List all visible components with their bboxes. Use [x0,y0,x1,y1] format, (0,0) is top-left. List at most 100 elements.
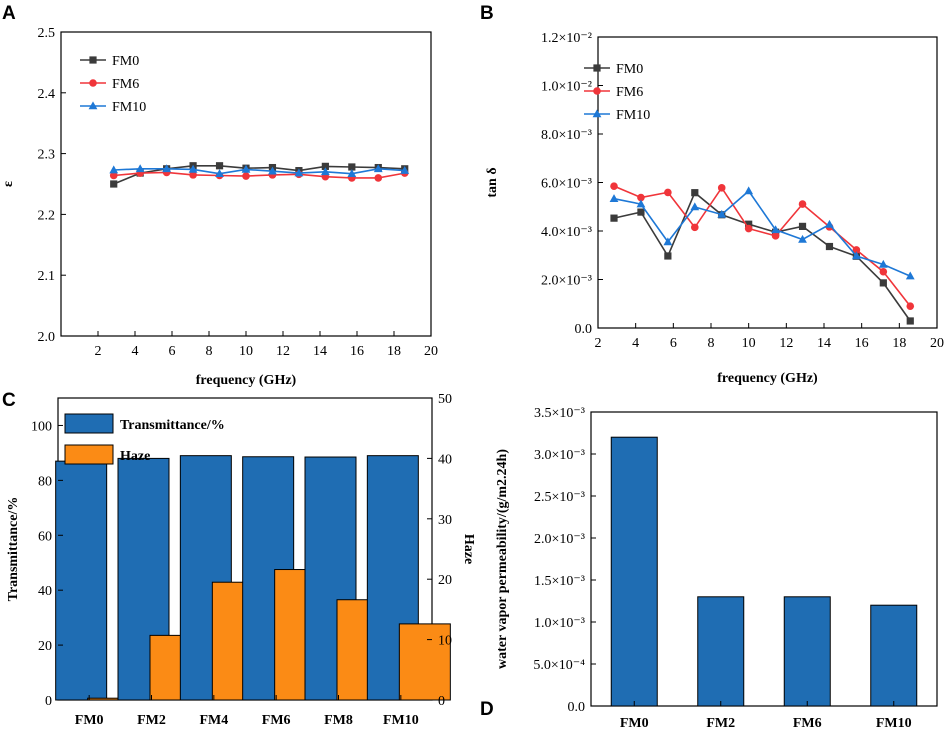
panel-label-b: B [480,3,494,24]
data-point-fm6 [242,172,250,180]
bar-permeability [698,597,744,706]
legend-label: FM6 [112,77,139,92]
data-point-fm0 [799,223,806,230]
y-tick-label: 1.5×10⁻³ [534,574,585,589]
y-tick-label: 100 [31,419,52,434]
y-tick-label: 2.0 [38,330,56,345]
data-point-fm6 [691,224,699,232]
data-point-fm6 [880,268,888,276]
y-tick-label: 60 [38,529,52,544]
x-tick-label: 10 [239,344,253,359]
data-point-fm10 [690,202,699,210]
legend-swatch [65,445,113,464]
x-tick-label: 8 [708,336,715,351]
chart-b: 2 4 6 8 10 12 14 16 18 200.02.0×10⁻³4.0×10⁻³6.0×1… [485,31,944,386]
x-tick-label: 14 [817,336,831,351]
x-tick-label: 2 [595,336,602,351]
data-point-fm0 [637,208,644,215]
y-tick-label: 2.4 [38,87,56,102]
data-point-fm6 [772,232,780,240]
y-tick-label: 2.2 [38,208,56,223]
figure: A B C D 2 4 6 8 10 12 14 16 18 202.02.12.22.32.42… [0,0,948,731]
x-tick-label: 6 [169,344,176,359]
legend-label: FM10 [616,108,650,123]
y-tick-label: 2.0×10⁻³ [534,532,585,547]
chart-d: FM0 FM2 FM6 FM10 0.0 5.0×10⁻⁴ 1.0×10⁻³ 1.5×10⁻³… [495,406,937,731]
category-label: FM10 [876,716,912,731]
legend-marker [89,56,96,63]
y-tick-label: 8.0×10⁻³ [541,128,592,143]
y-tick-label: 2.1 [38,269,56,284]
x-axis-label: frequency (GHz) [717,371,818,386]
y-tick-label: 0.0 [568,700,586,715]
bar-permeability [784,597,830,706]
data-point-fm10 [744,186,753,194]
legend-label: Transmittance/% [120,418,225,433]
x-tick-label: 20 [930,336,944,351]
panel-label-d: D [480,699,494,720]
panel-label-a: A [2,3,16,24]
y-tick-label: 2.5 [38,26,56,41]
y-tick-label: 3.5×10⁻³ [534,406,585,421]
data-point-fm0 [664,252,671,259]
y-axis-label: tan δ [485,167,500,197]
y2-tick-label: 0 [438,694,445,709]
x-tick-label: 18 [387,344,401,359]
x-tick-label: 16 [350,344,364,359]
y-axis-label: Transmittance/% [6,497,21,602]
bar-permeability [611,437,657,706]
legend-label: FM0 [616,62,643,77]
x-tick-label: 2 [95,344,102,359]
legend-label: FM6 [616,85,643,100]
y-tick-label: 1.0×10⁻³ [534,616,585,631]
y-tick-label: 5.0×10⁻⁴ [533,658,585,673]
y-tick-label: 1.0×10⁻² [541,80,592,95]
x-tick-label: 14 [313,344,327,359]
x-tick-label: 20 [424,344,438,359]
category-label: FM2 [706,716,735,731]
x-tick-label: 18 [892,336,906,351]
x-tick-label: 10 [742,336,756,351]
y-tick-label: 2.3 [38,148,56,163]
y-tick-label: 4.0×10⁻³ [541,225,592,240]
legend-marker [89,79,97,87]
data-point-fm0 [880,279,887,286]
data-point-fm0 [826,243,833,250]
legend-label: FM0 [112,54,139,69]
category-label: FM10 [383,713,419,728]
chart-c: FM0 FM2 FM4 FM6 FM8 FM10 0 20 40 60 80 100 0 10 20 30 40… [6,392,476,728]
y-tick-label: 80 [38,474,52,489]
data-point-fm0 [691,189,698,196]
data-point-fm0 [110,180,117,187]
data-point-fm6 [745,225,753,233]
y2-tick-label: 20 [438,573,452,588]
x-tick-label: 4 [132,344,139,359]
category-label: FM6 [262,713,291,728]
x-axis-label: frequency (GHz) [196,373,297,388]
series-line-fm6 [114,172,405,178]
data-point-fm0 [907,317,914,324]
data-point-fm6 [906,302,914,310]
y2-tick-label: 40 [438,452,452,467]
series-line-fm10 [614,191,910,276]
y2-tick-label: 30 [438,513,452,528]
legend-swatch [65,414,113,433]
category-label: FM8 [324,713,353,728]
x-tick-label: 12 [779,336,793,351]
y-tick-label: 0 [45,694,52,709]
x-tick-label: 12 [276,344,290,359]
category-label: FM6 [793,716,822,731]
series-line-fm6 [614,186,910,306]
panel-label-c: C [2,390,16,411]
legend-marker [593,87,601,95]
y-tick-label: 20 [38,639,52,654]
y2-tick-label: 50 [438,392,452,407]
chart-a: 2 4 6 8 10 12 14 16 18 20 2.0 2.1 2.2 2.3 2.4 2.5 freque… [1,26,438,388]
y-tick-label: 3.0×10⁻³ [534,448,585,463]
y-tick-label: 2.5×10⁻³ [534,490,585,505]
category-label: FM4 [199,713,228,728]
x-tick-label: 16 [855,336,869,351]
x-tick-label: 8 [206,344,213,359]
data-point-fm6 [610,182,618,190]
category-label: FM0 [75,713,104,728]
